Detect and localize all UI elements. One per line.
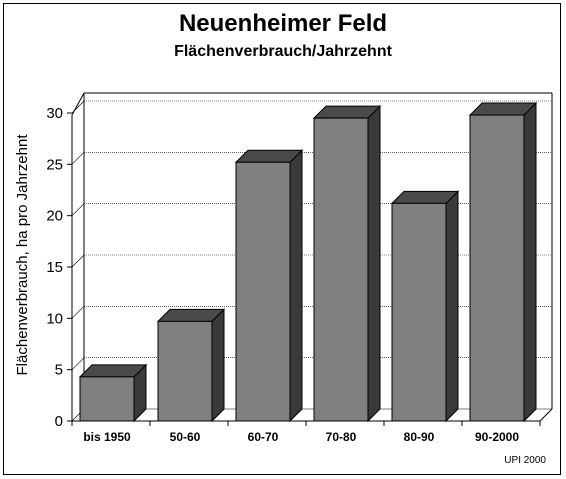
chart-title: Neuenheimer Feld (178, 10, 388, 37)
y-tick-label-2: 10 (46, 310, 63, 327)
x-tick-label-0: bis 1950 (83, 430, 131, 444)
bar-1 (156, 308, 226, 423)
x-tick-label-4: 80-90 (404, 430, 435, 444)
y-axis-top-diag (71, 92, 85, 116)
bar-top-2 (234, 149, 304, 163)
bar-side-5 (523, 101, 537, 423)
y-tick-label-5: 25 (46, 156, 63, 173)
axes (67, 92, 553, 426)
bar-front-4 (391, 202, 447, 422)
gridline-diag-1 (71, 357, 85, 370)
bar-side-2 (289, 149, 303, 423)
bar-top-4 (390, 190, 460, 204)
bar-front-3 (313, 117, 369, 422)
x-tick-label-2: 60-70 (248, 430, 279, 444)
bar-top-5 (468, 102, 538, 116)
bar-side-3 (367, 104, 381, 423)
bar-2 (234, 149, 304, 423)
gridline-diag-3 (71, 254, 85, 268)
bar-top-1 (156, 308, 226, 322)
x-tick-label-3: 70-80 (326, 430, 357, 444)
gridline-diag-2 (71, 306, 85, 319)
bar-4 (390, 190, 460, 423)
bar-front-2 (235, 161, 291, 422)
x-tick-label-1: 50-60 (170, 430, 201, 444)
bar-top-3 (312, 105, 382, 119)
bar-side-4 (445, 190, 459, 423)
bar-3 (312, 104, 382, 423)
bar-0 (78, 363, 148, 423)
bar-front-1 (157, 320, 213, 422)
y-tick-label-6: 30 (46, 105, 63, 122)
y-tick-label-1: 5 (55, 362, 63, 379)
bar-5 (468, 101, 538, 423)
y-tick-label-0: 0 (55, 413, 63, 430)
x-tick-label-5: 90-2000 (475, 430, 519, 444)
bar-front-0 (79, 376, 135, 422)
credit-label: UPI 2000 (504, 455, 546, 466)
bar-top-0 (78, 364, 148, 378)
bar-front-5 (469, 114, 525, 422)
bar-side-1 (211, 308, 225, 423)
bars (78, 101, 538, 423)
axis-labels: 0 5 10 15 20 25 30 bis 1950 50-60 60-70 70-80 80-90… (46, 105, 519, 444)
gridline-diag-5 (71, 152, 85, 165)
floor-right-edge (539, 408, 553, 422)
y-tick-label-4: 20 (46, 208, 63, 225)
y-tick-label-3: 15 (46, 259, 63, 276)
chart-subtitle: Flächenverbrauch/Jahrzehnt (174, 43, 392, 60)
gridline-diag-4 (71, 203, 85, 216)
y-axis-title: Flächenverbrauch, ha pro Jahrzehnt (14, 134, 31, 376)
